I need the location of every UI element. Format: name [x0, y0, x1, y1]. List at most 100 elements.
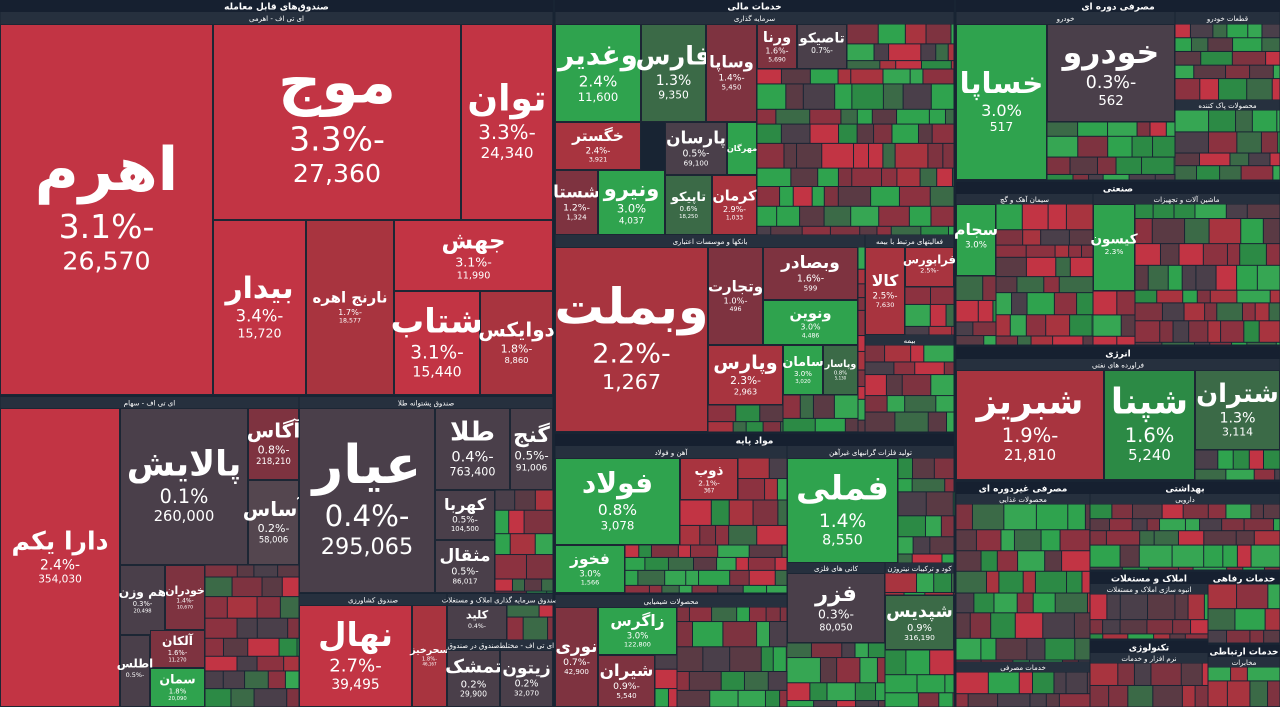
minor-tile — [915, 362, 944, 375]
minor-tile — [257, 656, 284, 671]
minor-tile — [738, 458, 769, 479]
minor-tile — [678, 545, 690, 557]
minor-tile — [1208, 630, 1227, 643]
minor-tile — [1154, 634, 1170, 639]
minor-tile — [777, 206, 800, 226]
stock-tile — [394, 291, 480, 395]
minor-tile — [1232, 342, 1247, 345]
minor-tile — [1170, 634, 1185, 639]
minor-tile — [730, 570, 749, 585]
stock-change: -0.5% — [451, 566, 478, 577]
minor-tile — [1056, 257, 1070, 277]
stock-value: 10,670 — [177, 605, 193, 611]
minor-tile — [1085, 504, 1090, 530]
minor-tile — [1074, 613, 1090, 638]
minor-tile — [1197, 166, 1220, 180]
minor-tile — [1208, 321, 1221, 342]
stock-change: -1.0% — [724, 295, 748, 305]
minor-tile — [1221, 321, 1244, 342]
group-title: محصولات پاک کننده — [1198, 102, 1256, 110]
minor-tile — [1160, 519, 1185, 531]
group-header — [1175, 100, 1280, 110]
minor-tile — [1097, 157, 1116, 174]
minor-tile — [956, 300, 978, 322]
minor-tile — [981, 660, 1013, 662]
minor-tile — [1182, 265, 1196, 290]
stock-value: 27,360 — [293, 159, 381, 188]
minor-tile — [1237, 265, 1257, 290]
minor-tile — [951, 61, 954, 69]
minor-tile — [205, 671, 223, 689]
minor-tile — [1019, 672, 1032, 694]
stock-tile — [708, 247, 763, 345]
minor-tile — [1226, 504, 1251, 519]
minor-tile — [1033, 593, 1055, 613]
stock-tile — [665, 122, 727, 175]
minor-tile — [1066, 204, 1093, 230]
minor-tile — [918, 693, 939, 707]
minor-tile — [765, 479, 777, 500]
stock-name: کهربا — [444, 495, 487, 514]
stock-change: 3.0% — [981, 101, 1022, 120]
group-header — [1093, 194, 1280, 204]
minor-tile — [1254, 531, 1280, 545]
minor-tile — [847, 44, 874, 61]
stock-change: -1.9% — [1002, 424, 1059, 447]
minor-tile — [956, 504, 972, 530]
minor-tile — [902, 375, 931, 396]
group-title: صندوق کشاورزی — [348, 597, 398, 605]
minor-tile — [495, 555, 526, 579]
stock-value: 562 — [1098, 94, 1123, 109]
stock-change: 0.9% — [907, 623, 932, 634]
minor-tile — [883, 143, 895, 168]
stock-tile — [956, 370, 1104, 480]
minor-tile — [1090, 531, 1106, 545]
minor-tile — [760, 405, 783, 422]
stock-value: 3,020 — [795, 379, 811, 385]
minor-tile — [1274, 519, 1280, 531]
minor-tile — [768, 672, 787, 690]
stock-change: -1.7% — [338, 307, 362, 317]
stock-name: وبصادر — [780, 253, 840, 273]
minor-tile — [1266, 51, 1280, 65]
stock-tile — [447, 650, 500, 707]
stock-name: مهرگان — [727, 143, 757, 154]
minor-tile — [524, 579, 542, 591]
minor-tile — [784, 143, 797, 168]
minor-tile — [1062, 551, 1090, 571]
minor-tile — [749, 545, 782, 557]
minor-tile — [897, 168, 920, 186]
minor-tile — [898, 537, 913, 554]
stock-value: 3,921 — [589, 156, 608, 164]
minor-tile — [1175, 110, 1209, 132]
minor-tile — [237, 656, 257, 671]
minor-tile — [827, 683, 855, 701]
minor-tile — [729, 500, 753, 525]
minor-tile — [1070, 257, 1093, 277]
section-header — [1090, 572, 1208, 584]
group-title: فعالیتهای مرتبط با بیمه — [876, 238, 943, 246]
minor-tile — [1263, 219, 1280, 244]
minor-tile — [1183, 504, 1208, 519]
minor-tile — [1090, 519, 1109, 531]
stock-name: نوری — [556, 636, 598, 657]
stock-name: بیدار — [223, 271, 293, 306]
minor-tile — [917, 675, 945, 693]
minor-tile — [1210, 290, 1237, 303]
minor-tile — [495, 579, 512, 591]
group-header — [1090, 653, 1208, 663]
minor-tile — [974, 593, 994, 613]
minor-tile — [1185, 219, 1209, 244]
stock-change: -0.5% — [126, 671, 145, 679]
minor-tile — [1209, 219, 1241, 244]
minor-tile — [931, 206, 954, 226]
stock-value: 11,600 — [578, 90, 619, 104]
minor-tile — [996, 336, 1018, 345]
minor-tile — [910, 69, 923, 84]
group-title: خودرو — [1056, 15, 1075, 23]
section-title: صندوق‌های قابل معامله — [224, 3, 329, 13]
stock-value: 3,114 — [1222, 426, 1253, 439]
stock-change: 2.4% — [579, 72, 618, 90]
minor-tile — [1047, 174, 1073, 180]
stock-name: اهرم — [35, 135, 178, 205]
